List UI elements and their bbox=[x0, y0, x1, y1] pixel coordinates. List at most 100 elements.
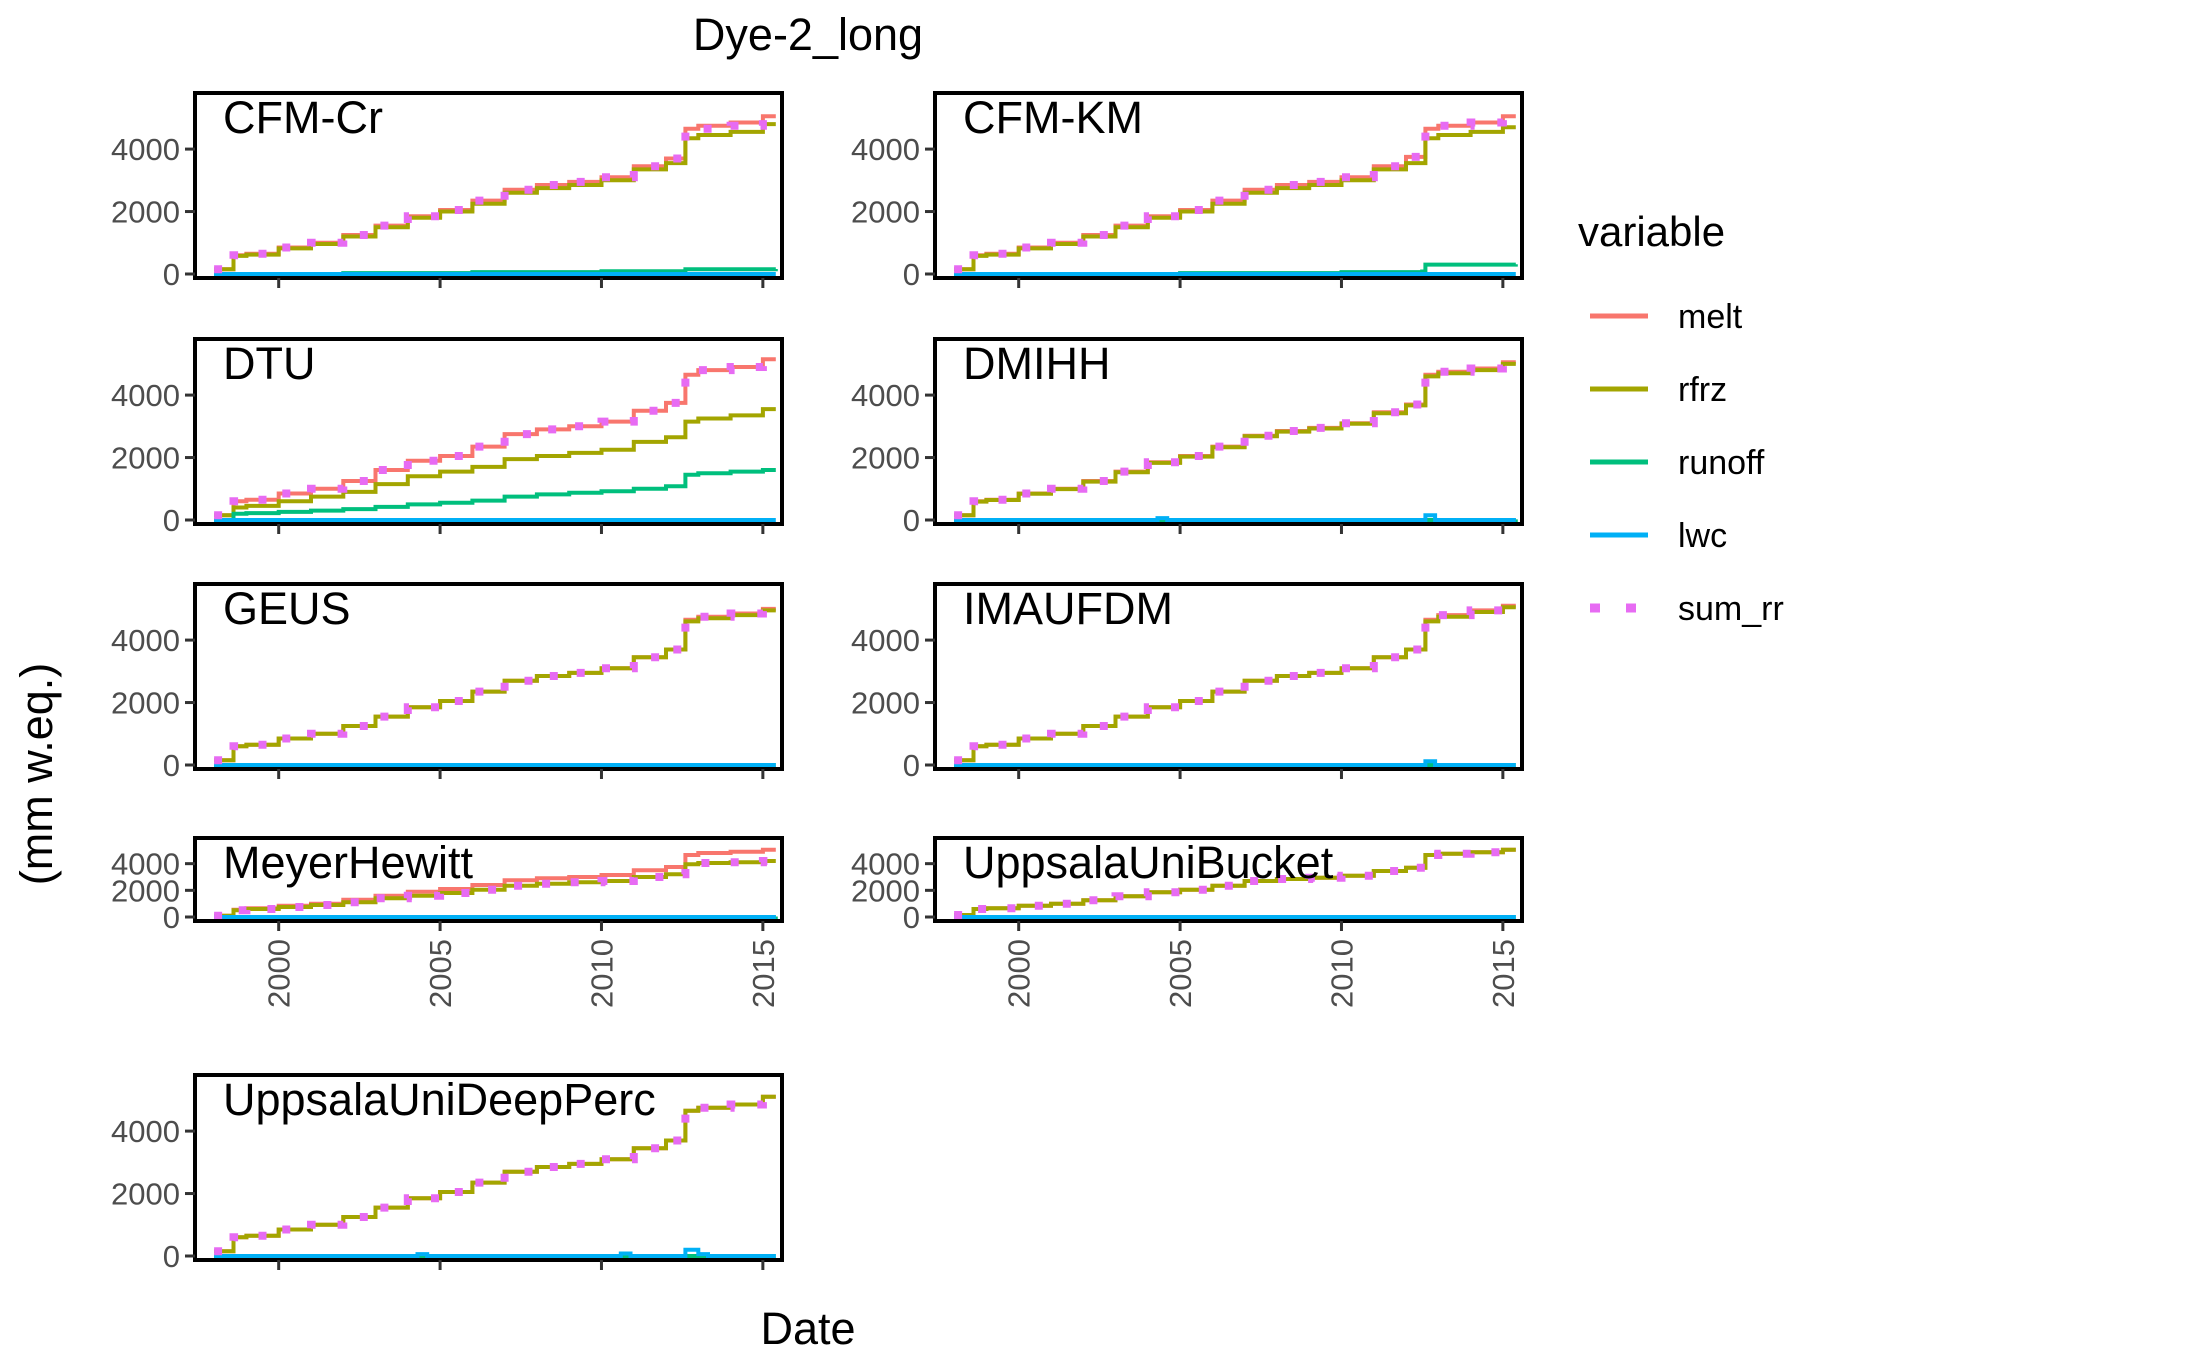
y-tick-label: 0 bbox=[903, 900, 920, 935]
x-axis-title: Date bbox=[760, 1303, 855, 1350]
legend-item-sum-rr: sum_rr bbox=[1590, 590, 1784, 628]
panel-series bbox=[214, 114, 778, 276]
y-tick-label: 0 bbox=[163, 1239, 180, 1274]
panel-border bbox=[933, 836, 1524, 923]
legend-label: runoff bbox=[1678, 444, 1765, 482]
series-line-rfrz bbox=[214, 859, 776, 918]
series-line-sum-rr bbox=[214, 115, 776, 274]
panel-dtu: DTU 0 2000 4000 bbox=[111, 337, 784, 538]
panel-label: DMIHH bbox=[963, 338, 1110, 389]
series-line-sum-rr bbox=[954, 359, 1516, 520]
y-tick-label: 0 bbox=[163, 900, 180, 935]
y-tick-label: 0 bbox=[163, 503, 180, 538]
series-line-lwc bbox=[214, 1247, 776, 1258]
legend-title: variable bbox=[1578, 208, 1725, 255]
panel-border bbox=[933, 582, 1524, 771]
x-tick-label: 2010 bbox=[1325, 939, 1360, 1008]
x-tick-label: 2005 bbox=[1163, 939, 1198, 1008]
chart-title: Dye-2_long bbox=[693, 9, 923, 60]
panel-border bbox=[193, 1073, 784, 1262]
panel-cfm-cr: CFM-Cr 0 2000 4000 bbox=[111, 91, 784, 292]
y-axis-title: (mm w.eq.) bbox=[11, 663, 62, 886]
panel-series bbox=[214, 355, 776, 522]
panel-series bbox=[214, 847, 778, 920]
legend-label: rfrz bbox=[1678, 371, 1727, 409]
y-tick-label: 4000 bbox=[111, 623, 180, 658]
series-line-runoff bbox=[214, 468, 776, 522]
legend-label: melt bbox=[1678, 298, 1743, 336]
y-tick-label: 4000 bbox=[111, 847, 180, 882]
legend: variable melt rfrz runoff lwc sum_rr bbox=[1578, 208, 1784, 628]
panel-dmihh: DMIHH 0 2000 4000 bbox=[851, 337, 1524, 538]
panel-geus: GEUS 0 2000 4000 bbox=[111, 582, 784, 783]
series-line-lwc bbox=[954, 513, 1516, 522]
panel-imaufdm: IMAUFDM 0 2000 4000 bbox=[851, 582, 1524, 783]
panel-label: CFM-Cr bbox=[223, 92, 383, 143]
y-tick-label: 2000 bbox=[851, 441, 920, 476]
y-tick-label: 0 bbox=[903, 257, 920, 292]
y-tick-label: 2000 bbox=[111, 441, 180, 476]
panel-border bbox=[193, 91, 784, 280]
series-line-rfrz bbox=[214, 407, 776, 518]
panel-series bbox=[954, 845, 1516, 919]
x-tick-label: 2015 bbox=[1486, 939, 1521, 1008]
y-tick-label: 2000 bbox=[111, 1177, 180, 1212]
panel-label: CFM-KM bbox=[963, 92, 1143, 143]
x-tick-label: 2000 bbox=[1002, 939, 1037, 1008]
x-tick-label: 2015 bbox=[746, 939, 781, 1008]
y-tick-label: 0 bbox=[903, 748, 920, 783]
y-tick-label: 2000 bbox=[851, 873, 920, 908]
series-line-sum-rr bbox=[214, 355, 776, 520]
legend-label: sum_rr bbox=[1678, 590, 1784, 628]
legend-item-runoff: runoff bbox=[1590, 444, 1765, 482]
series-line-sum-rr bbox=[954, 113, 1516, 274]
y-tick-label: 2000 bbox=[851, 686, 920, 721]
y-tick-label: 4000 bbox=[851, 847, 920, 882]
panel-series bbox=[954, 113, 1518, 276]
y-tick-label: 2000 bbox=[851, 195, 920, 230]
panel-border bbox=[193, 836, 784, 923]
panel-series bbox=[954, 359, 1518, 522]
panel-border bbox=[933, 337, 1524, 526]
x-tick-label: 2005 bbox=[423, 939, 458, 1008]
panel-label: DTU bbox=[223, 338, 315, 389]
y-tick-label: 2000 bbox=[111, 873, 180, 908]
panel-series bbox=[954, 601, 1516, 767]
facet-panels: CFM-Cr020004000CFM-KM020004000DTU0200040… bbox=[111, 91, 1524, 1274]
series-line-sum-rr bbox=[954, 845, 1516, 919]
y-tick-label: 2000 bbox=[111, 686, 180, 721]
x-tick-label: 2000 bbox=[262, 939, 297, 1008]
panel-label: MeyerHewitt bbox=[223, 837, 474, 888]
panel-border bbox=[193, 582, 784, 771]
y-tick-label: 4000 bbox=[111, 378, 180, 413]
legend-item-rfrz: rfrz bbox=[1590, 371, 1727, 409]
y-tick-label: 2000 bbox=[111, 195, 180, 230]
panel-series bbox=[214, 1092, 776, 1258]
panel-label: UppsalaUniDeepPerc bbox=[223, 1074, 656, 1125]
panel-cfm-km: CFM-KM 0 2000 4000 bbox=[851, 91, 1524, 292]
panel-label: UppsalaUniBucket bbox=[963, 837, 1334, 888]
legend-item-lwc: lwc bbox=[1590, 517, 1727, 555]
y-tick-label: 0 bbox=[163, 748, 180, 783]
legend-item-melt: melt bbox=[1590, 298, 1743, 336]
series-line-lwc bbox=[954, 759, 1516, 767]
series-line-sum-rr bbox=[214, 604, 776, 765]
panel-series bbox=[214, 604, 776, 767]
y-tick-label: 0 bbox=[163, 257, 180, 292]
y-tick-label: 4000 bbox=[851, 623, 920, 658]
x-tick-label: 2010 bbox=[585, 939, 620, 1008]
panel-label: IMAUFDM bbox=[963, 583, 1173, 634]
y-tick-label: 4000 bbox=[111, 132, 180, 167]
series-line-sum-rr bbox=[214, 1092, 776, 1256]
panel-label: GEUS bbox=[223, 583, 351, 634]
y-tick-label: 0 bbox=[903, 503, 920, 538]
panel-border bbox=[933, 91, 1524, 280]
y-tick-label: 4000 bbox=[851, 132, 920, 167]
panel-uppsalaunideepperc: UppsalaUniDeepPerc 0 2000 4000 bbox=[111, 1073, 784, 1274]
legend-label: lwc bbox=[1678, 517, 1727, 555]
series-line-sum-rr bbox=[954, 601, 1516, 765]
